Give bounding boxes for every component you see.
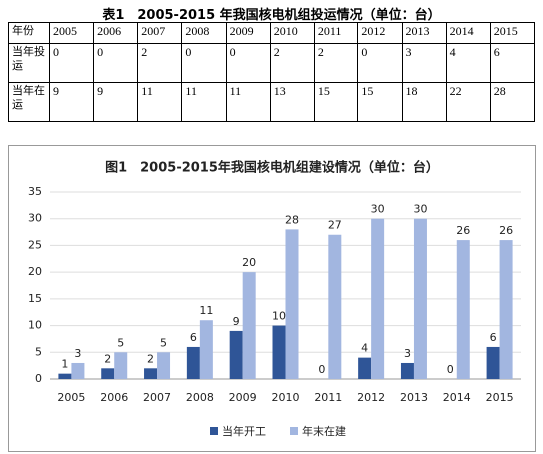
table-cell: 15	[357, 82, 403, 122]
legend-swatch	[290, 427, 298, 435]
bar	[242, 272, 256, 379]
bar	[144, 368, 158, 379]
data-label: 1	[61, 358, 68, 371]
data-label: 0	[318, 363, 325, 376]
data-label: 28	[285, 213, 299, 226]
bar	[486, 346, 500, 379]
bar	[199, 320, 213, 379]
bar	[285, 229, 299, 379]
table-cell: 0	[93, 43, 139, 83]
table-cell: 2	[313, 43, 359, 83]
legend-swatch	[210, 427, 218, 435]
data-label: 27	[328, 219, 342, 232]
data-label: 26	[499, 224, 513, 237]
header-cell: 2011	[313, 22, 359, 44]
header-cell: 2013	[401, 22, 447, 44]
bar	[499, 240, 513, 379]
x-tick-label: 2006	[100, 391, 128, 404]
x-tick-label: 2013	[400, 391, 428, 404]
x-tick-label: 2014	[443, 391, 471, 404]
data-label: 9	[233, 315, 240, 328]
bar	[413, 218, 427, 379]
data-label: 4	[361, 342, 368, 355]
y-tick-label: 30	[28, 212, 42, 225]
data-label: 5	[160, 336, 167, 349]
data-label: 3	[404, 347, 411, 360]
table-cell: 2	[269, 43, 315, 83]
data-table: 年份 2005 2006 2007 2008 2009 2010 2011 2012 2013 20…	[8, 22, 536, 122]
x-tick-label: 2008	[186, 391, 214, 404]
y-tick-label: 0	[35, 372, 42, 385]
bar	[101, 368, 115, 379]
x-tick-label: 2015	[486, 391, 514, 404]
data-label: 20	[242, 256, 256, 269]
header-cell: 2012	[357, 22, 403, 44]
y-tick-label: 35	[28, 185, 42, 198]
legend-label: 年末在建	[302, 424, 346, 438]
data-label: 26	[456, 224, 470, 237]
bar	[229, 330, 243, 379]
table-cell: 9	[48, 82, 95, 122]
data-label: 10	[272, 310, 286, 323]
data-label: 2	[147, 352, 154, 365]
data-label: 6	[190, 331, 197, 344]
data-label: 2	[104, 352, 111, 365]
table-cell: 6	[489, 43, 536, 83]
chart-frame	[8, 145, 536, 452]
x-tick-label: 2007	[143, 391, 171, 404]
x-tick-label: 2010	[272, 391, 300, 404]
data-label: 0	[447, 363, 454, 376]
table-row: 当年在运 9 9 11 11 11 13 15 15 18 22 28	[8, 82, 536, 122]
table-cell: 28	[489, 82, 536, 122]
table-cell: 22	[445, 82, 491, 122]
bar	[186, 346, 200, 379]
bar	[456, 240, 470, 379]
data-label: 11	[199, 304, 213, 317]
x-tick-label: 2012	[357, 391, 385, 404]
y-tick-label: 10	[28, 319, 42, 332]
x-tick-label: 2005	[57, 391, 85, 404]
table-cell: 18	[401, 82, 447, 122]
y-tick-label: 20	[28, 265, 42, 278]
row-label: 当年在运	[8, 82, 50, 122]
data-label: 5	[117, 336, 124, 349]
y-tick-label: 15	[28, 292, 42, 305]
table-title: 表1 2005-2015 年我国核电机组投运情况（单位：台）	[102, 8, 441, 23]
bar	[400, 362, 414, 379]
header-cell: 2009	[225, 22, 271, 44]
table-cell: 3	[401, 43, 447, 83]
y-tick-label: 25	[28, 238, 42, 251]
bar	[114, 352, 128, 379]
row-label: 当年投运	[8, 43, 50, 83]
bar	[272, 325, 286, 379]
header-cell: 2005	[48, 22, 95, 44]
data-label: 30	[371, 203, 385, 216]
bar	[71, 362, 85, 379]
bar	[58, 373, 72, 379]
table-cell: 11	[181, 82, 227, 122]
table-cell: 2	[137, 43, 183, 83]
table-cell: 13	[269, 82, 315, 122]
bar	[157, 352, 171, 379]
x-tick-label: 2011	[314, 391, 342, 404]
header-row: 年份 2005 2006 2007 2008 2009 2010 2011 2012 2013 20…	[8, 22, 536, 44]
table-cell: 4	[445, 43, 491, 83]
table-cell: 0	[181, 43, 227, 83]
x-tick-label: 2009	[229, 391, 257, 404]
data-label: 30	[413, 203, 427, 216]
chart-title: 图1 2005-2015年我国核电机组建设情况（单位：台）	[105, 160, 439, 176]
data-label: 6	[490, 331, 497, 344]
bar	[371, 218, 385, 379]
bar	[328, 234, 342, 379]
bar	[358, 357, 372, 379]
y-tick-label: 5	[35, 345, 42, 358]
data-label: 3	[74, 347, 81, 360]
legend-label: 当年开工	[222, 424, 266, 438]
